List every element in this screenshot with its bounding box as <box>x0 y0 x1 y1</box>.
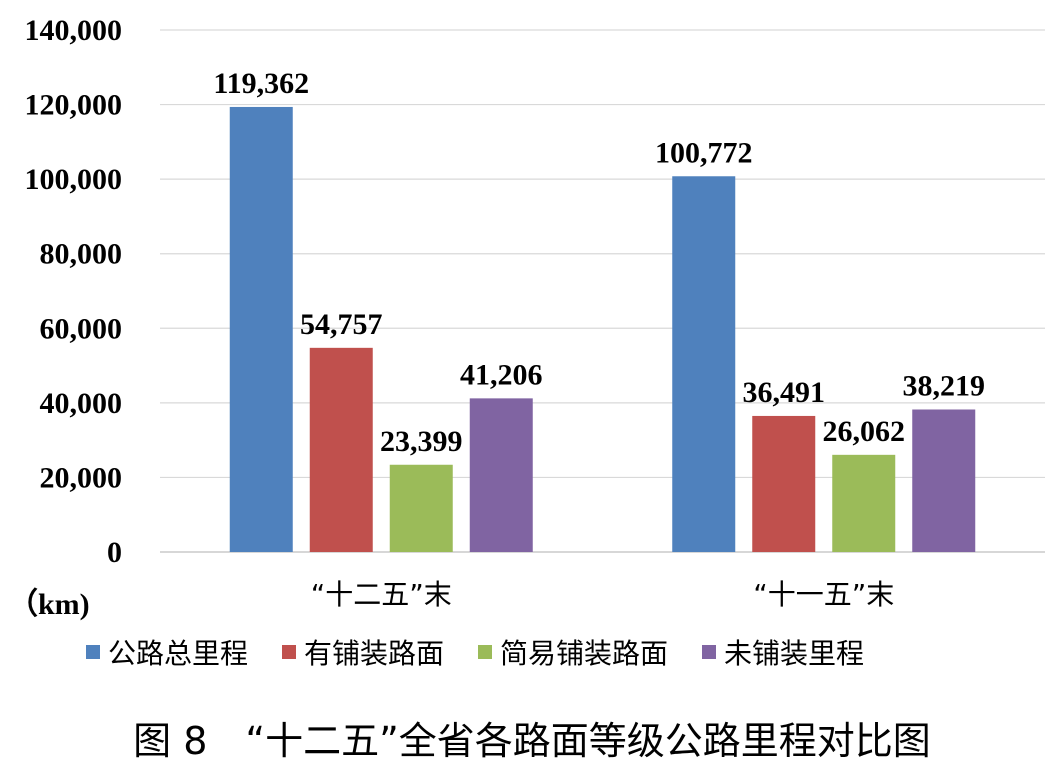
data-label: 23,399 <box>380 425 463 458</box>
bar <box>752 415 816 552</box>
bar <box>229 106 293 552</box>
legend-item: 简易铺装路面 <box>478 632 668 672</box>
y-tick-label: 120,000 <box>25 89 123 122</box>
bar <box>672 176 736 552</box>
y-tick-label: 0 <box>107 536 122 569</box>
y-tick-label: 140,000 <box>25 14 123 47</box>
legend-item: 有铺装路面 <box>282 632 444 672</box>
data-label: 26,062 <box>823 415 906 448</box>
figure-caption: 图 8 “十二五”全省各路面等级公路里程对比图 <box>133 719 931 763</box>
data-label: 38,219 <box>903 369 986 402</box>
data-label: 54,757 <box>300 308 383 341</box>
x-category-label: “十二五”末 <box>311 578 452 611</box>
bar <box>389 464 453 552</box>
y-tick-label: 20,000 <box>40 461 123 494</box>
bar <box>469 398 533 552</box>
legend-label: 未铺装里程 <box>724 637 865 670</box>
y-tick-label: 60,000 <box>40 312 123 345</box>
legend-swatch <box>702 645 717 659</box>
y-tick-label: 40,000 <box>40 387 123 420</box>
x-axis-categories: “十二五”末 “十一五”末 <box>311 578 895 611</box>
bar <box>832 454 896 552</box>
y-tick-label: 80,000 <box>40 238 123 271</box>
chart-legend: 公路总里程 有铺装路面 简易铺装路面 未铺装里程 <box>86 632 1026 672</box>
bar <box>912 409 976 552</box>
legend-item: 未铺装里程 <box>702 632 864 672</box>
legend-item: 公路总里程 <box>86 632 248 672</box>
gridlines <box>160 29 1045 553</box>
bar-chart: 0 20,000 40,000 60,000 80,000 100,000 120,000 1… <box>8 14 1045 621</box>
data-label: 41,206 <box>460 358 543 391</box>
legend-label: 有铺装路面 <box>304 637 445 670</box>
bars <box>229 106 976 552</box>
legend-swatch <box>86 645 100 659</box>
y-axis-ticks: 0 20,000 40,000 60,000 80,000 100,000 120,000 1… <box>25 14 123 569</box>
data-label: 36,491 <box>743 376 826 409</box>
y-axis-unit-label: （km) <box>8 587 90 621</box>
data-label: 100,772 <box>655 136 753 169</box>
legend-swatch <box>478 645 493 659</box>
x-category-label: “十一五”末 <box>753 578 894 611</box>
legend-label: 公路总里程 <box>108 637 249 670</box>
y-tick-label: 100,000 <box>25 163 123 196</box>
legend-label: 简易铺装路面 <box>500 637 669 670</box>
data-label: 119,362 <box>213 67 309 100</box>
legend-swatch <box>282 645 297 659</box>
bar <box>309 347 373 552</box>
data-labels: 119,362 54,757 23,399 41,206 100,772 36,491 26… <box>213 67 985 458</box>
